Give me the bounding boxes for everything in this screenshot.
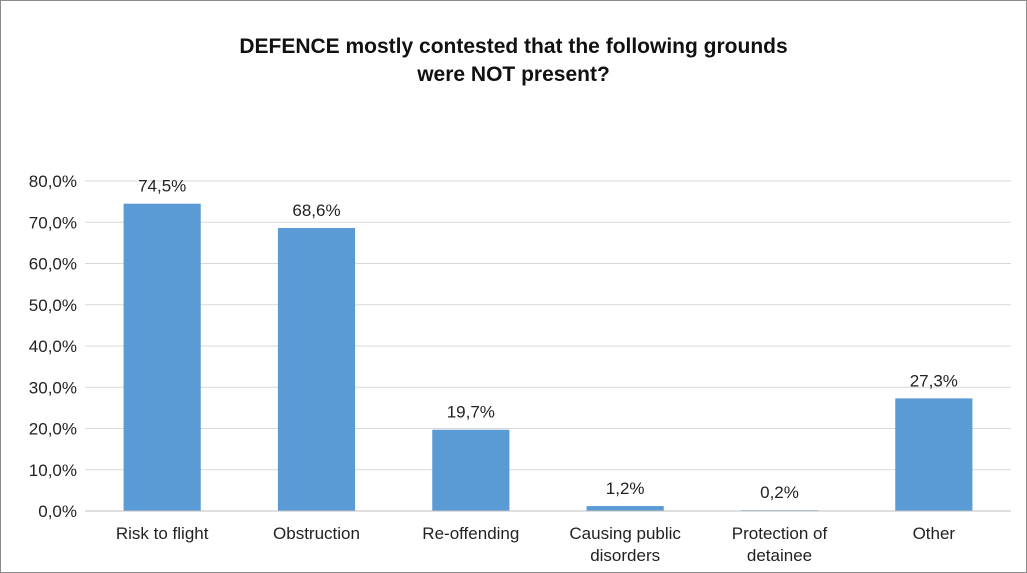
x-tick-label: Risk to flight [116, 524, 209, 543]
x-tick-label-line: disorders [590, 546, 660, 565]
chart-title-line-2: were NOT present? [417, 63, 610, 86]
x-tick-label-line: Other [913, 524, 956, 543]
bar [432, 429, 510, 511]
x-tick-label-line: detainee [747, 546, 812, 565]
data-label: 1,2% [606, 479, 645, 498]
bar [277, 228, 356, 511]
y-tick-label: 30,0% [29, 378, 77, 397]
data-label: 0,2% [760, 483, 799, 502]
y-tick-label: 20,0% [29, 420, 77, 439]
data-label: 68,6% [292, 201, 340, 220]
x-tick-label-line: Protection of [732, 524, 828, 543]
data-label: 74,5% [138, 177, 186, 196]
x-tick-label-line: Re-offending [422, 524, 519, 543]
y-tick-label: 40,0% [29, 337, 77, 356]
data-label: 27,3% [910, 371, 958, 390]
y-tick-label: 0,0% [38, 502, 77, 521]
y-tick-label: 50,0% [29, 296, 77, 315]
chart-title: DEFENCE mostly contested that the follow… [1, 33, 1026, 89]
y-tick-label: 80,0% [29, 172, 77, 191]
y-tick-label: 10,0% [29, 461, 77, 480]
x-tick-label: Re-offending [422, 524, 519, 543]
x-tick-label: Obstruction [273, 524, 360, 543]
bar [586, 506, 664, 511]
x-tick-label-line: Risk to flight [116, 524, 209, 543]
x-tick-label: Protection of detainee [732, 524, 828, 565]
x-tick-label: Other [913, 524, 956, 543]
x-tick-label-line: Causing public [569, 524, 681, 543]
x-tick-label: Causing public disorders [569, 524, 681, 565]
data-label: 19,7% [447, 403, 495, 422]
chart-title-line-1: DEFENCE mostly contested that the follow… [239, 35, 788, 58]
bar [895, 398, 973, 511]
y-tick-label: 70,0% [29, 213, 77, 232]
bar [123, 203, 201, 511]
x-tick-label-line: Obstruction [273, 524, 360, 543]
y-tick-label: 60,0% [29, 255, 77, 274]
